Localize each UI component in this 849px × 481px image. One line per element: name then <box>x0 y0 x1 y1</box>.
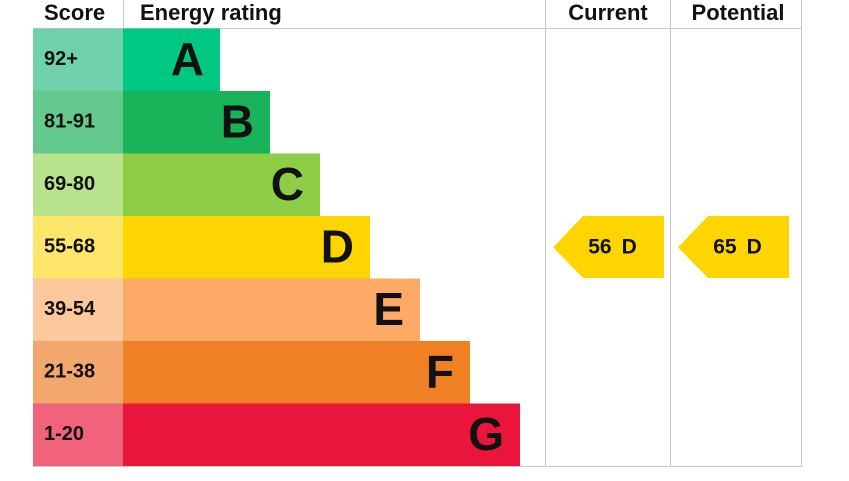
header-score: Score <box>44 0 105 25</box>
current-value: 56 <box>588 235 611 258</box>
score-label: 55-68 <box>44 236 95 258</box>
score-cell <box>33 403 123 466</box>
rating-bar <box>123 341 470 404</box>
current-label: 56 D <box>588 235 637 258</box>
rating-bar <box>123 28 220 91</box>
header-rating: Energy rating <box>140 0 282 25</box>
rating-letter: C <box>271 158 304 210</box>
score-label: 21-38 <box>44 361 95 383</box>
rating-letter: D <box>321 220 354 272</box>
potential-label: 65 D <box>713 235 762 258</box>
score-cell <box>33 91 123 154</box>
potential-value: 65 <box>713 235 737 258</box>
rating-letter: E <box>373 283 404 335</box>
score-cell <box>33 153 123 216</box>
rating-bar <box>123 278 420 341</box>
score-label: 1-20 <box>44 423 84 445</box>
score-label: 69-80 <box>44 173 95 195</box>
current-band: D <box>622 235 637 258</box>
rating-letter: F <box>426 345 454 397</box>
current-arrow <box>553 216 664 278</box>
score-label: 81-91 <box>44 111 95 133</box>
rating-bar <box>123 216 370 279</box>
rating-bar <box>123 403 520 466</box>
rating-bar <box>123 153 320 216</box>
potential-band: D <box>747 235 762 258</box>
score-cell <box>33 278 123 341</box>
header-potential: Potential <box>692 0 785 25</box>
rating-letter: A <box>171 33 204 85</box>
score-label: 39-54 <box>44 298 96 320</box>
potential-arrow <box>678 216 789 278</box>
rating-bar <box>123 91 270 154</box>
rating-letter: G <box>468 408 504 460</box>
score-cell <box>33 216 123 279</box>
score-cell <box>33 341 123 404</box>
score-label: 92+ <box>44 48 78 70</box>
header-current: Current <box>568 0 648 25</box>
score-cell <box>33 28 123 91</box>
rating-letter: B <box>221 95 254 147</box>
